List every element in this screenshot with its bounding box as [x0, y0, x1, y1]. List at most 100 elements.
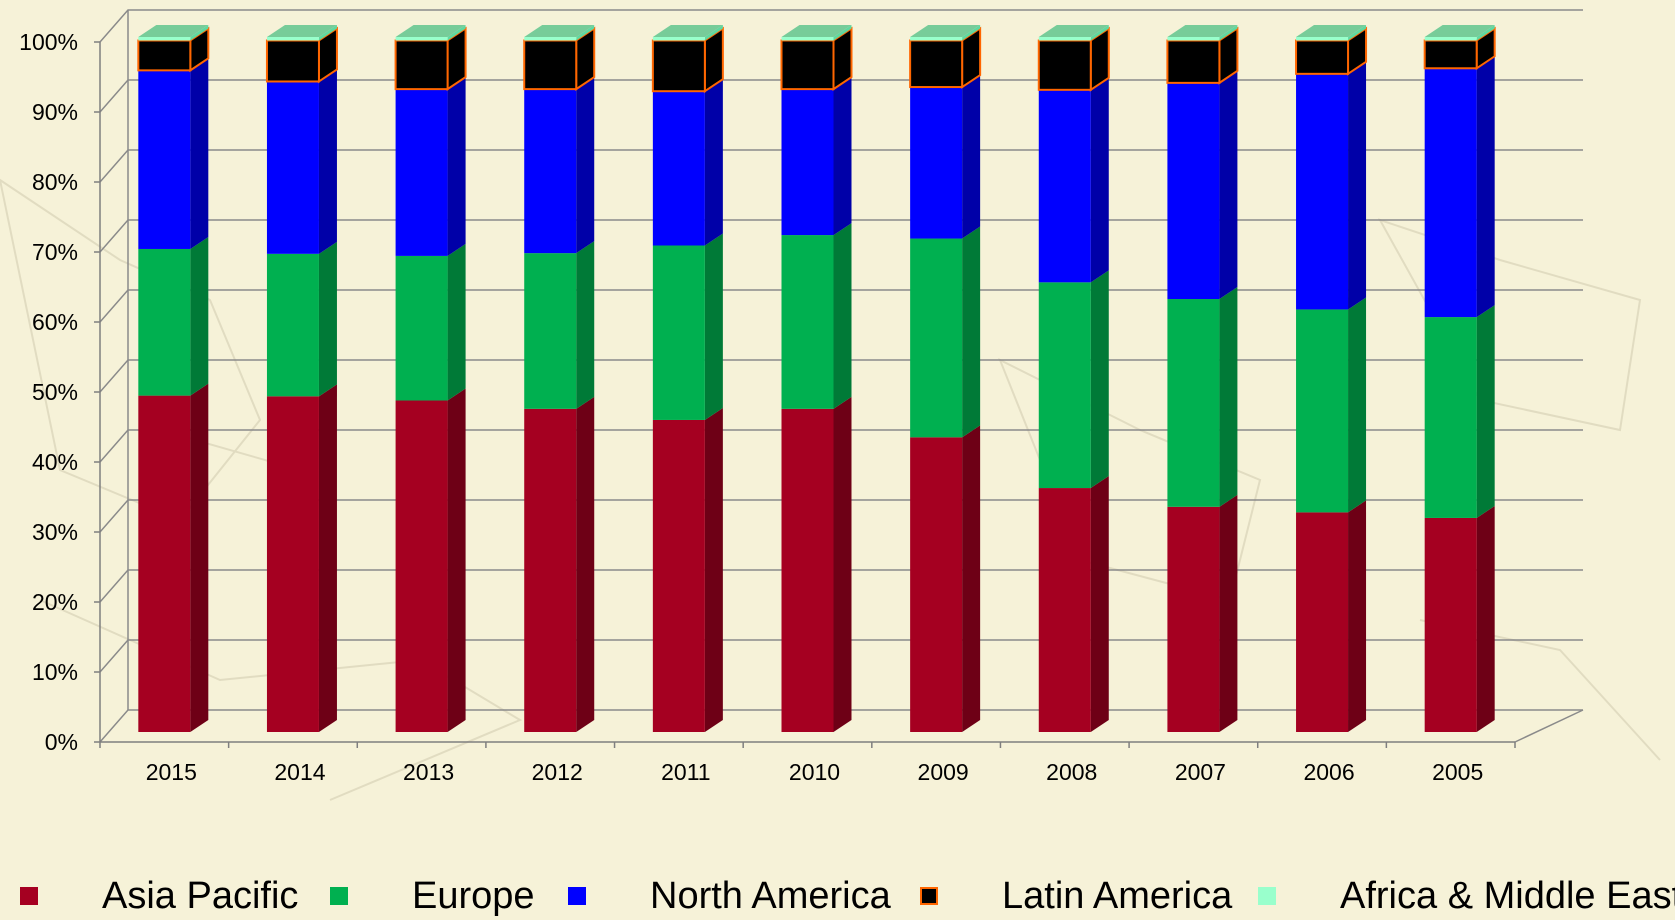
bar-segment-north-america-2015 — [138, 58, 209, 249]
bar-segment-europe-2012 — [524, 241, 595, 409]
bar-side — [833, 223, 852, 409]
bar — [1296, 73, 1349, 310]
legend-label: Asia Pacific — [102, 875, 299, 917]
bar — [651, 39, 706, 93]
bar — [1038, 282, 1091, 489]
legend-item-europe: Europe — [330, 874, 535, 918]
bar-side — [190, 25, 209, 41]
bar — [138, 70, 191, 249]
bar-segment-asia-pacific-2009 — [910, 425, 981, 732]
bar — [1424, 317, 1477, 518]
legend-label: North America — [650, 875, 891, 917]
bar-side — [704, 233, 723, 420]
bar — [1038, 488, 1091, 732]
bar-segment-africa-middle-east-2009 — [910, 25, 981, 41]
bar — [1167, 506, 1220, 732]
bar-segment-africa-middle-east-2008 — [1038, 25, 1109, 41]
bar — [1167, 82, 1220, 300]
bar — [652, 91, 705, 246]
bar — [1166, 39, 1221, 84]
bar-segment-europe-2013 — [395, 243, 466, 401]
bar-segment-africa-middle-east-2014 — [266, 25, 337, 41]
bar — [652, 37, 705, 41]
bar-side — [1348, 500, 1367, 732]
bar-segment-asia-pacific-2011 — [652, 407, 723, 732]
bar-segment-latin-america-2007 — [1166, 26, 1239, 85]
bar — [138, 395, 191, 732]
bar-side — [1348, 25, 1367, 41]
bar-segment-latin-america-2006 — [1295, 26, 1368, 76]
bar-segment-europe-2005 — [1424, 305, 1495, 518]
bar-segment-latin-america-2013 — [394, 26, 467, 91]
x-tick-label: 2005 — [1432, 759, 1483, 785]
legend-item-asia-pacific: Asia Pacific — [20, 874, 298, 918]
bar-side — [1090, 476, 1109, 732]
bar-top — [524, 25, 595, 37]
bar-segment-africa-middle-east-2005 — [1424, 25, 1495, 41]
bar-side — [190, 58, 209, 249]
bar — [1424, 37, 1477, 41]
bar — [781, 37, 834, 41]
bar-side — [1090, 25, 1109, 41]
bar — [781, 408, 834, 732]
bar — [138, 37, 191, 41]
bar-side — [1219, 25, 1238, 41]
bar — [138, 248, 191, 396]
legend-item-north-america: North America — [568, 874, 891, 918]
bar-segment-asia-pacific-2014 — [266, 384, 337, 732]
legend-swatch — [1258, 887, 1276, 905]
bar-top — [1038, 25, 1109, 37]
bar — [523, 39, 578, 91]
bar — [780, 39, 835, 91]
bar — [524, 37, 577, 41]
bar-side — [1090, 270, 1109, 489]
bar-side — [962, 75, 981, 239]
bar-top — [910, 25, 981, 37]
x-tick-label: 2008 — [1046, 759, 1097, 785]
bar-side — [318, 69, 337, 254]
bar-segment-asia-pacific-2010 — [781, 396, 852, 732]
bar-side — [447, 77, 466, 256]
bar-side — [447, 25, 466, 41]
x-tick-label: 2012 — [532, 759, 583, 785]
y-tick-label: 80% — [32, 169, 78, 195]
legend-swatch — [330, 887, 348, 905]
bar — [909, 39, 964, 89]
bar-top — [395, 25, 466, 37]
bar — [395, 400, 448, 732]
bar-segment-north-america-2011 — [652, 79, 723, 246]
bar-side — [318, 241, 337, 397]
legend-label: Europe — [412, 875, 535, 917]
x-tick-label: 2013 — [403, 759, 454, 785]
bar-segment-asia-pacific-2008 — [1038, 476, 1109, 732]
x-tick-label: 2015 — [146, 759, 197, 785]
bar-segment-north-america-2013 — [395, 77, 466, 256]
bar — [1423, 39, 1478, 70]
legend-item-africa-middle-east: Africa & Middle East — [1258, 874, 1675, 918]
bar — [394, 39, 449, 91]
bar — [524, 89, 577, 254]
legend: Asia Pacific Europe North America Latin Ame… — [0, 874, 1675, 918]
bar-side — [833, 77, 852, 236]
bar — [266, 253, 319, 397]
y-tick-label: 100% — [19, 29, 78, 55]
bar-side — [704, 79, 723, 246]
bar-top — [1424, 25, 1495, 37]
y-tick-label: 50% — [32, 379, 78, 405]
axes: 0% 10% 20% 30% 40% 50% 60% 70% 80% 90% 100% 2015 201… — [19, 29, 1516, 785]
bar-side — [576, 241, 595, 409]
bar-segment-europe-2009 — [910, 226, 981, 438]
bar-side — [447, 243, 466, 401]
bar-segment-europe-2011 — [652, 233, 723, 420]
y-tick-label: 60% — [32, 309, 78, 335]
bar-side — [447, 388, 466, 732]
bar-segment-europe-2008 — [1038, 270, 1109, 489]
x-tick-label: 2010 — [789, 759, 840, 785]
bar-side — [190, 236, 209, 396]
bar-side — [704, 25, 723, 41]
bar — [524, 253, 577, 409]
bar-segment-latin-america-2011 — [651, 26, 724, 94]
legend-item-latin-america: Latin America — [920, 874, 1232, 918]
bar — [910, 238, 963, 438]
